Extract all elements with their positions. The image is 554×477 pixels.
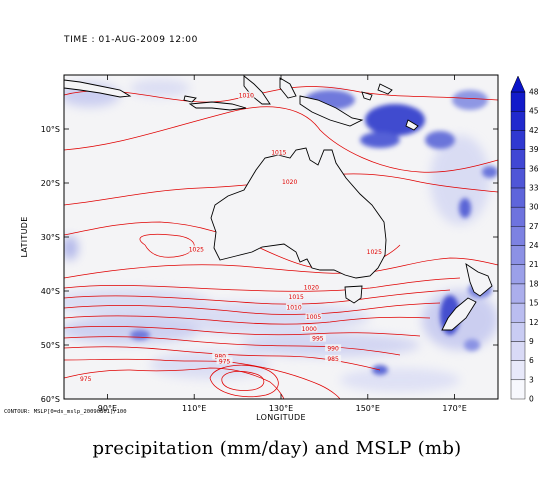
isobar-label: 995: [312, 336, 324, 343]
isobar-label-bg: [77, 375, 94, 383]
colorbar-bin: [510, 283, 526, 304]
isobar-label-bg: [325, 355, 342, 363]
y-tick-label: 10°S: [41, 125, 60, 134]
y-tick-label: 60°S: [41, 395, 60, 404]
isobar-label-bg: [270, 148, 287, 156]
isobar-label: 975: [219, 358, 231, 365]
colorbar-bin: [510, 302, 526, 323]
y-axis-title: LATITUDE: [20, 216, 29, 257]
isobar-label: 1020: [304, 284, 319, 291]
isobar-label-bg: [212, 352, 229, 360]
coastlines: [64, 75, 493, 331]
isobar-label-bg: [309, 334, 326, 342]
colorbar-tick-label: 6: [529, 356, 534, 365]
isobar-label-bg: [288, 293, 305, 301]
isobar-label-bg: [305, 313, 322, 320]
y-tick-label: 40°S: [41, 287, 60, 296]
colorbar-bin: [510, 149, 526, 169]
colorbar-tick-label: 45: [529, 107, 539, 116]
colorbar-tick-label: 39: [529, 145, 539, 154]
isobar-label: 1000: [302, 326, 317, 333]
axis-tick-labels: 90°E 110°E 130°E 150°E 170°E 10°S 20°S 30°S 40°S…: [41, 125, 467, 413]
x-tick-label: 130°E: [269, 404, 293, 413]
colorbar-tick-label: 18: [529, 279, 539, 288]
colorbar-tick-label: 9: [529, 337, 534, 346]
caption: precipitation (mm/day) and MSLP (mb): [92, 438, 462, 459]
x-tick-label: 170°E: [442, 404, 466, 413]
colorbar-tick-label: 30: [529, 203, 539, 212]
isobar-label: 1025: [189, 247, 204, 254]
colorbar-bin: [510, 187, 526, 208]
colorbar-overflow-arrow: [510, 75, 526, 93]
colorbar-bin: [510, 226, 526, 246]
isobar-label: 1025: [367, 249, 382, 256]
isobar-label: 1010: [286, 304, 301, 311]
colorbar-bin: [510, 110, 526, 131]
y-tick-label: 20°S: [41, 179, 60, 188]
isobar-label-bg: [281, 178, 298, 185]
isobar-label: 985: [327, 356, 339, 363]
isobar-label-bg: [188, 245, 205, 253]
isobar-label-bg: [286, 303, 303, 311]
y-tick-label: 30°S: [41, 233, 60, 242]
colorbar-tick-label: 3: [529, 375, 534, 384]
isobar-label-bg: [366, 248, 383, 256]
isobar-label: 980: [215, 353, 227, 360]
colorbar-tick-label: 24: [529, 241, 539, 250]
isobar-label: 975: [80, 376, 92, 383]
isobar-label-bg: [303, 283, 320, 291]
isobar-label: 990: [327, 345, 339, 352]
y-tick-label: 50°S: [41, 341, 60, 350]
colorbar-tick-label: 33: [529, 183, 539, 192]
isobar-label-bg: [238, 91, 255, 99]
colorbar-bin: [510, 264, 526, 285]
colorbar-bin: [510, 341, 526, 361]
mslp-isobars: [64, 86, 498, 399]
colorbar-tick-label: 21: [529, 260, 539, 269]
isobar-label: 1015: [289, 294, 304, 301]
axis-ticks: [64, 75, 498, 400]
colorbar-tick-label: 36: [529, 164, 539, 173]
colorbar-tick-label: 48: [529, 88, 539, 97]
contour-note: CONTOUR: MSLP[0=ds_mslp_20090801]/100: [4, 409, 127, 415]
colorbar-bin: [510, 360, 526, 381]
isobar-label: 1015: [271, 149, 286, 156]
time-label: TIME : 01-AUG-2009 12:00: [64, 35, 198, 45]
colorbar-bin: [510, 322, 526, 342]
colorbar-tick-label: 27: [529, 222, 539, 231]
colorbar-bin: [510, 379, 526, 400]
colorbar-bin: [510, 206, 526, 227]
colorbar-bin: [510, 91, 526, 112]
isobar-label: 1020: [282, 179, 297, 186]
isobar-label-bg: [216, 357, 233, 365]
colorbar-bin: [510, 130, 526, 150]
colorbar-bin: [510, 168, 526, 189]
x-tick-label: 150°E: [356, 404, 380, 413]
isobar-label: 1010: [239, 93, 254, 100]
colorbar-tick-label: 15: [529, 299, 539, 308]
colorbar-tick-label: 42: [529, 126, 539, 135]
isobar-label-bg: [301, 324, 318, 332]
isobar-label: 1005: [306, 314, 321, 321]
x-tick-label: 110°E: [182, 404, 206, 413]
isobar-label-bg: [325, 344, 342, 352]
colorbar-bin: [510, 245, 526, 265]
colorbar-tick-label: 12: [529, 318, 539, 327]
x-tick-label: 90°E: [98, 404, 117, 413]
colorbar-tick-label: 0: [529, 395, 534, 404]
x-axis-title: LONGITUDE: [256, 413, 306, 422]
